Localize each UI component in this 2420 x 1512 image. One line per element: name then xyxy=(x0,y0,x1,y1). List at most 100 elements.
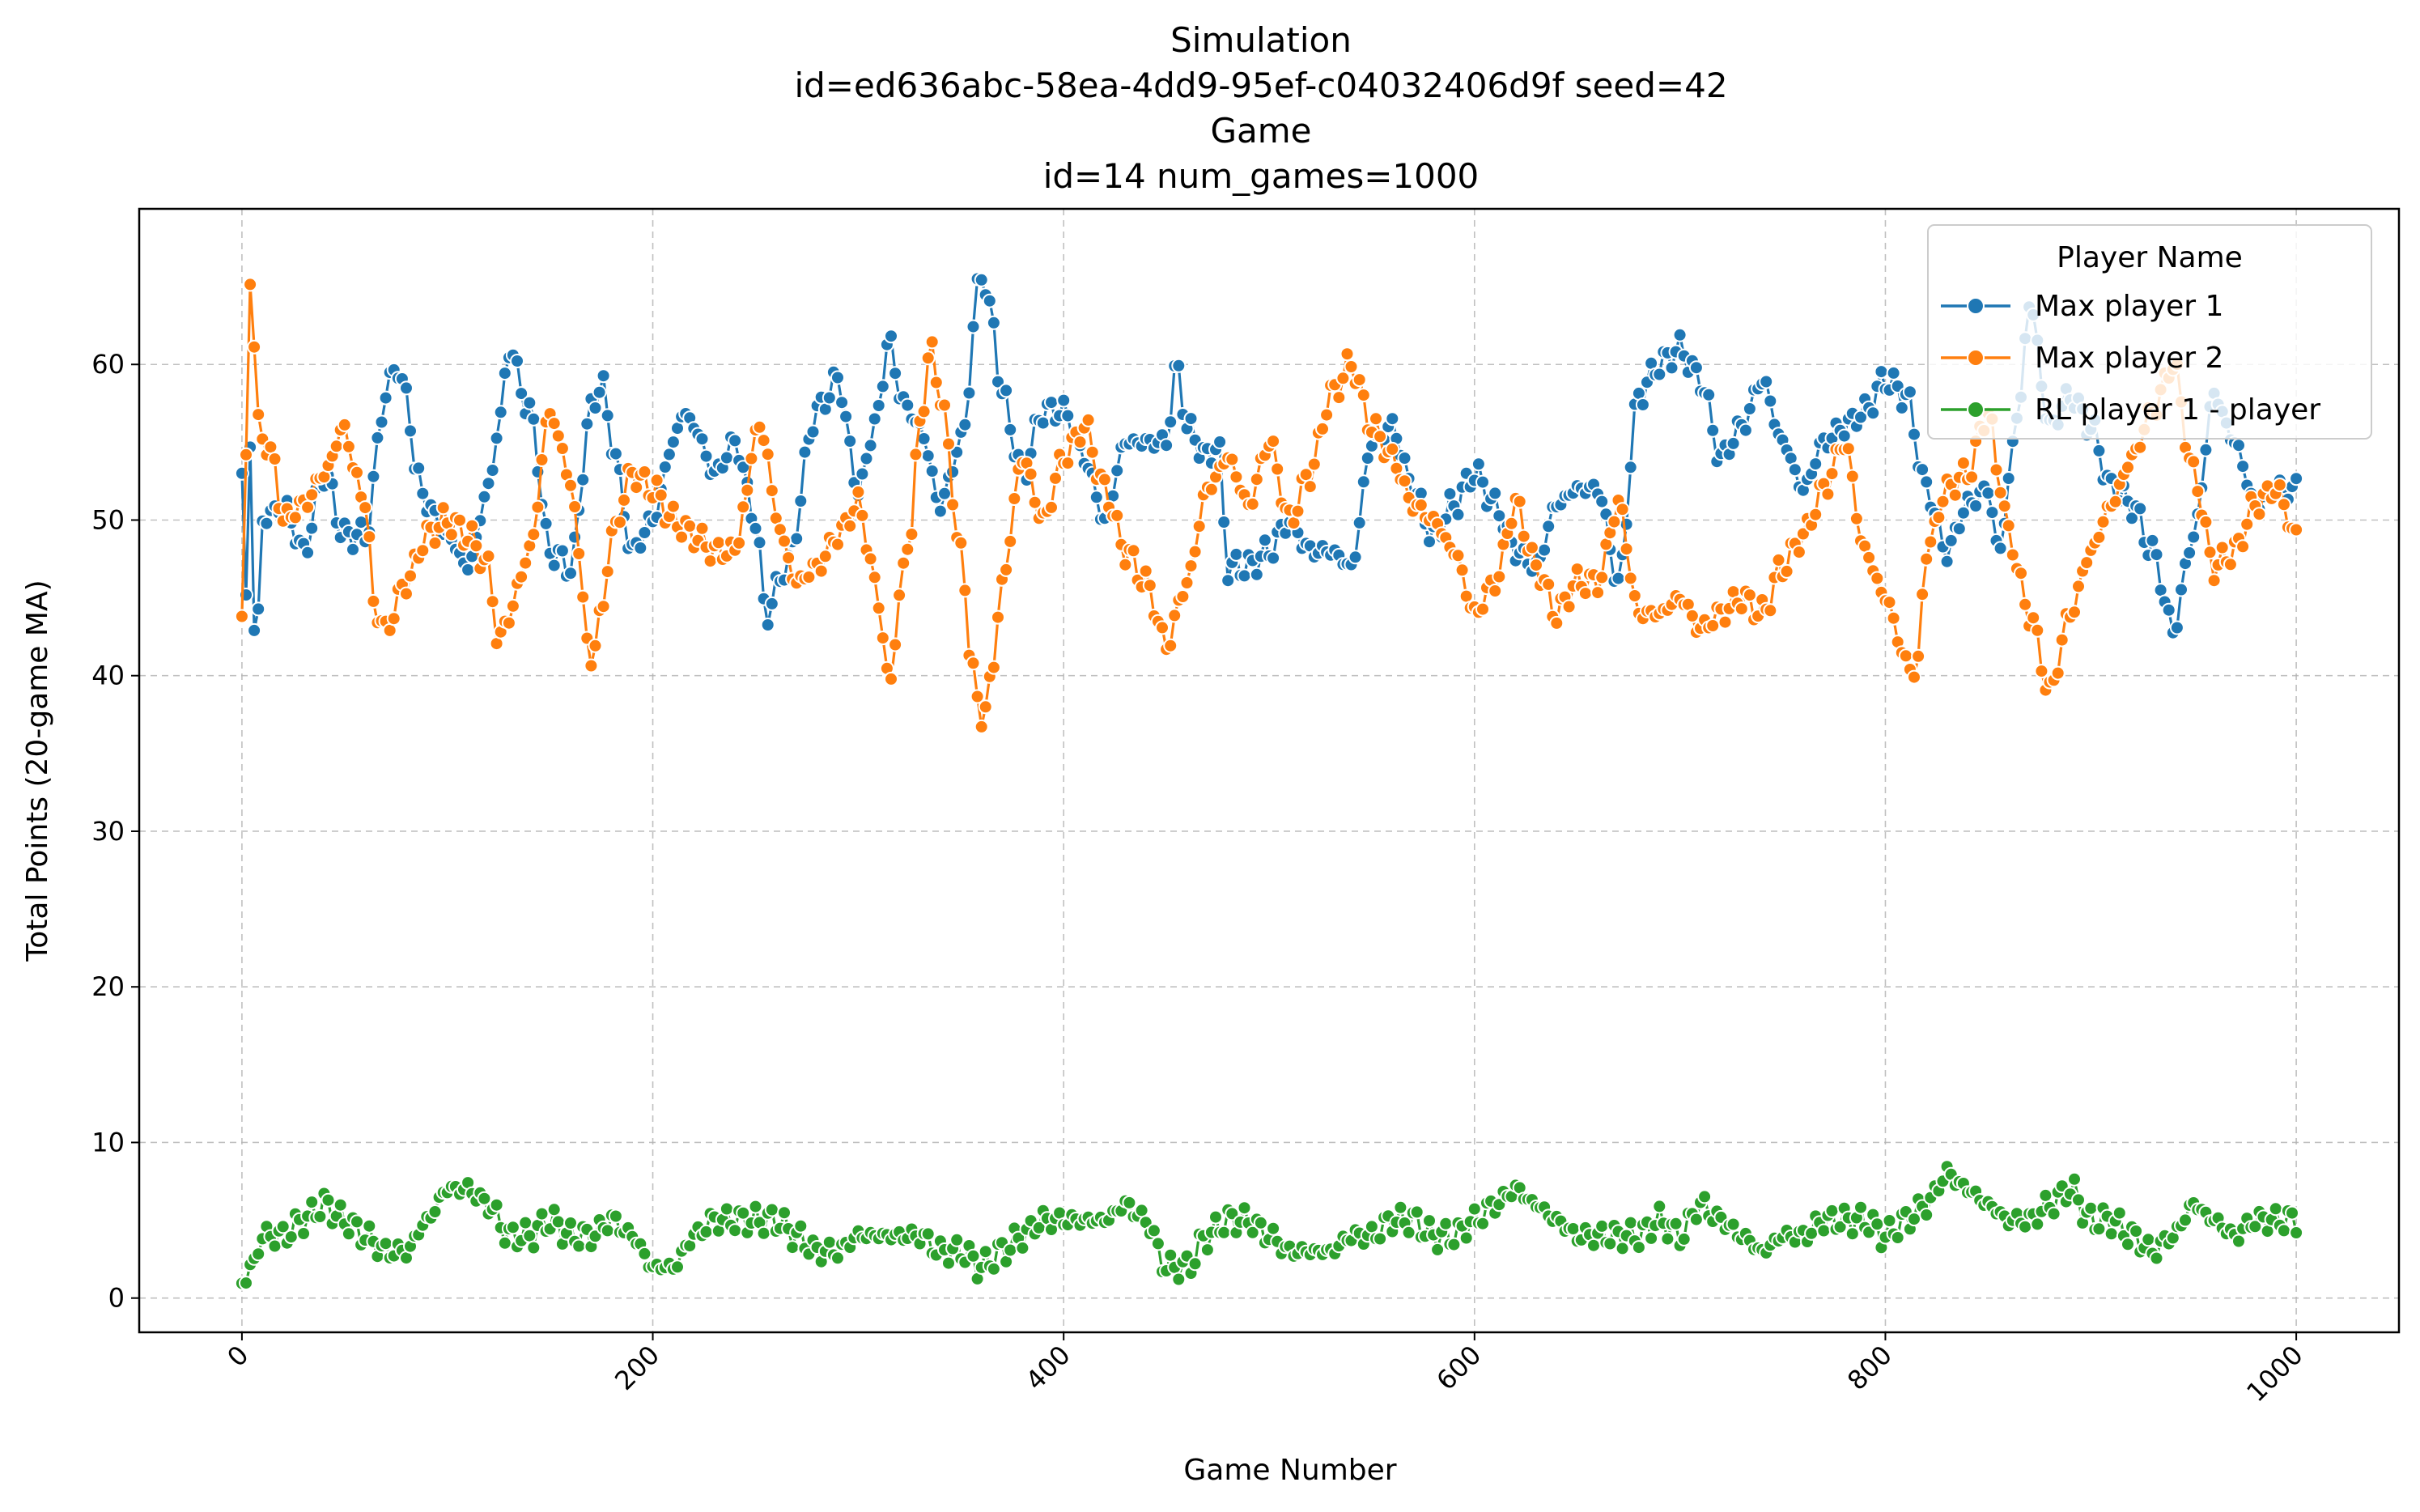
data-point xyxy=(501,615,516,631)
data-point xyxy=(793,494,809,508)
data-point xyxy=(485,594,500,609)
data-point xyxy=(1808,457,1823,472)
data-point xyxy=(2235,539,2251,554)
data-point xyxy=(251,1247,266,1262)
data-point xyxy=(592,384,607,400)
data-point xyxy=(888,637,903,652)
data-point xyxy=(2091,443,2107,458)
data-point xyxy=(505,1220,520,1235)
data-point xyxy=(1590,585,1606,601)
data-point xyxy=(1044,499,1059,515)
series-3 xyxy=(234,1159,2304,1291)
data-point xyxy=(1331,390,1347,406)
data-point xyxy=(514,386,529,401)
y-tick-label: 10 xyxy=(91,1127,125,1157)
data-point xyxy=(1919,1208,1934,1222)
data-point xyxy=(1488,584,1503,598)
data-point xyxy=(1413,498,1429,512)
data-point xyxy=(296,1226,312,1241)
data-point xyxy=(1081,412,1096,427)
data-point xyxy=(1212,435,1228,449)
data-point xyxy=(941,1255,956,1271)
data-point xyxy=(510,354,524,368)
data-point xyxy=(1874,364,1889,380)
data-point xyxy=(2046,1206,2061,1221)
data-point xyxy=(764,1202,779,1217)
data-point xyxy=(1085,444,1100,460)
data-point xyxy=(247,622,262,638)
data-point xyxy=(1229,546,1244,562)
data-point xyxy=(1155,620,1170,635)
data-point xyxy=(1475,1216,1490,1231)
legend-label: Max player 2 xyxy=(2035,342,2223,375)
data-point xyxy=(1652,367,1667,382)
data-point xyxy=(283,1230,299,1245)
data-point xyxy=(1044,395,1059,410)
data-point xyxy=(797,444,813,460)
data-point xyxy=(2071,579,2086,594)
data-point xyxy=(2071,1192,2086,1208)
data-point xyxy=(1492,569,1507,584)
data-point xyxy=(764,596,779,611)
data-point xyxy=(600,1223,615,1238)
data-point xyxy=(571,1238,587,1254)
x-tick-label: 0 xyxy=(221,1340,254,1373)
data-point xyxy=(2030,1217,2045,1232)
data-point xyxy=(1183,411,1199,427)
data-point xyxy=(2095,514,2111,529)
data-point xyxy=(2186,454,2201,469)
data-point xyxy=(928,375,944,390)
data-point xyxy=(855,508,870,523)
data-point xyxy=(728,1223,743,1238)
data-point xyxy=(785,1240,800,1255)
data-point xyxy=(415,486,431,501)
data-point xyxy=(617,492,631,508)
data-point xyxy=(2202,545,2218,560)
data-point xyxy=(703,554,718,569)
data-point xyxy=(1504,516,1519,531)
data-point xyxy=(1935,494,1951,509)
data-point xyxy=(1623,460,1638,475)
data-point xyxy=(1442,486,1458,502)
data-point xyxy=(1438,1216,1454,1231)
data-point xyxy=(427,536,443,550)
data-point xyxy=(358,500,373,516)
data-point xyxy=(892,588,907,603)
data-point xyxy=(1339,346,1355,362)
data-point xyxy=(986,315,1001,330)
data-point xyxy=(1594,494,1610,509)
data-point xyxy=(801,570,817,584)
data-point xyxy=(957,583,973,598)
data-point xyxy=(1734,601,1749,617)
y-axis-label: Total Points (20-game MA) xyxy=(21,580,54,962)
data-point xyxy=(1003,422,1018,437)
data-point xyxy=(1541,519,1556,534)
data-point xyxy=(1385,441,1400,457)
data-point xyxy=(1401,1225,1416,1240)
data-point xyxy=(719,450,734,465)
data-point xyxy=(843,518,858,533)
data-point xyxy=(1257,533,1272,548)
data-point xyxy=(752,419,767,435)
legend-swatch-marker xyxy=(1967,349,1985,367)
data-point xyxy=(924,334,940,350)
data-point xyxy=(978,699,993,715)
data-point xyxy=(2121,460,2135,475)
data-point xyxy=(1688,360,1704,376)
title-line: Game xyxy=(1210,111,1311,151)
data-point xyxy=(481,549,496,564)
data-point xyxy=(904,527,919,542)
data-point xyxy=(1225,452,1240,467)
data-point xyxy=(789,531,805,546)
data-point xyxy=(1742,401,1757,416)
data-point xyxy=(1397,451,1412,465)
data-point xyxy=(411,461,427,476)
plot-frame xyxy=(138,207,2401,1334)
data-point xyxy=(341,1226,356,1242)
data-point xyxy=(1907,427,1921,442)
data-point xyxy=(805,424,821,440)
data-point xyxy=(945,465,961,479)
data-point xyxy=(1726,435,1741,451)
data-point xyxy=(2174,582,2189,597)
data-point xyxy=(1886,365,1901,380)
